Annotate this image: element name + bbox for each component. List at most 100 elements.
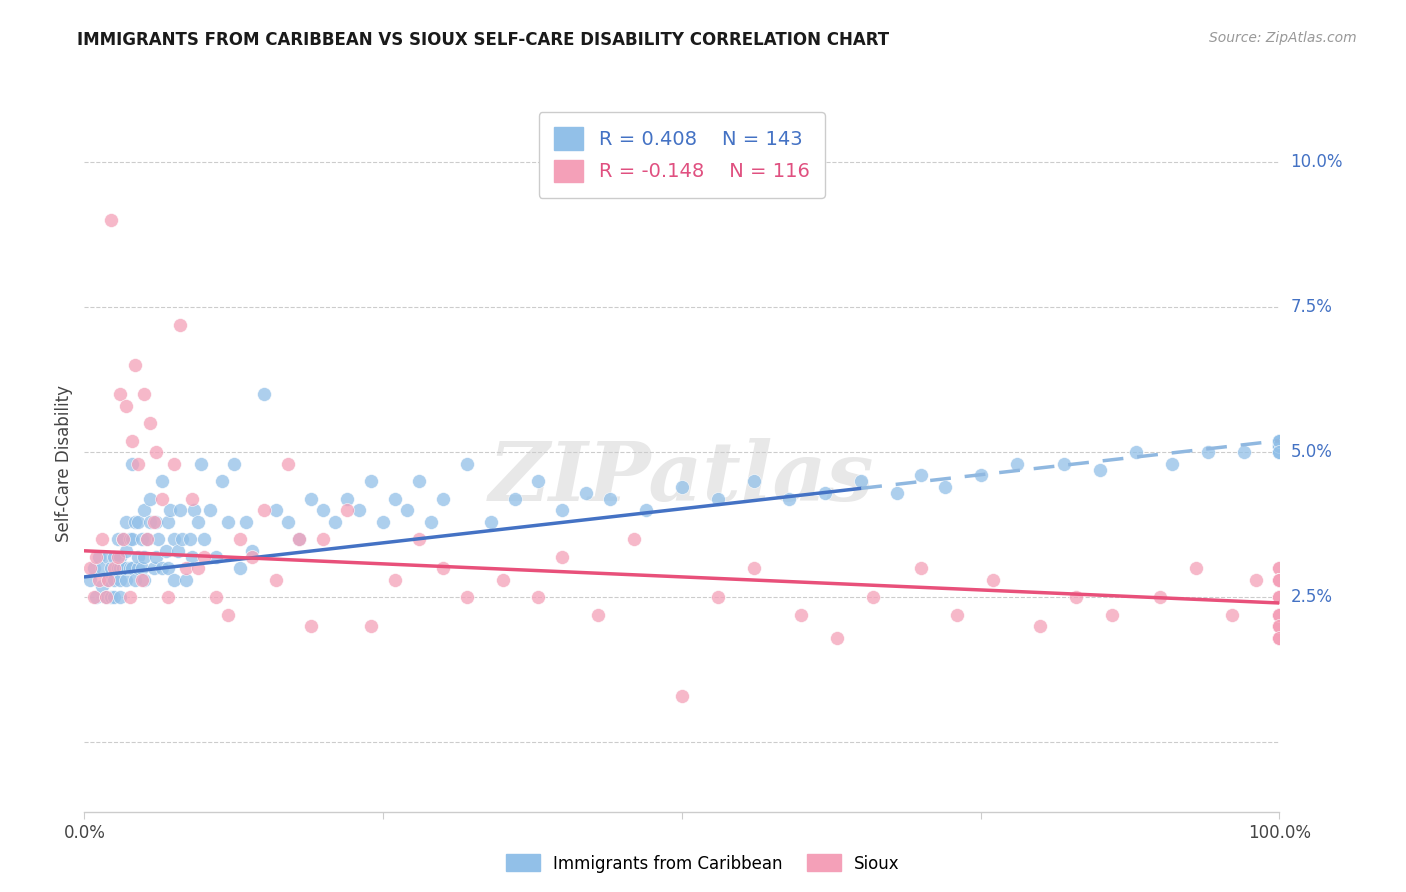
Point (118, 532, 141, 546)
Point (235, 515, 257, 529)
Point (157, 561, 180, 575)
Point (211, 475, 233, 489)
Point (1268, 631, 1291, 645)
Point (1268, 619, 1291, 633)
Point (110, 549, 132, 564)
Point (83, 591, 105, 605)
Point (671, 480, 693, 494)
Text: 2.5%: 2.5% (1291, 588, 1333, 607)
Point (187, 561, 209, 575)
Point (1268, 619, 1291, 633)
Point (139, 515, 162, 529)
Point (636, 503, 658, 517)
Point (373, 515, 395, 529)
Point (575, 485, 598, 500)
Point (503, 491, 526, 506)
Point (127, 457, 149, 471)
Point (97, 549, 120, 564)
Point (118, 591, 141, 605)
Point (253, 387, 276, 401)
Point (1268, 573, 1291, 587)
Point (981, 573, 1004, 587)
Point (1268, 631, 1291, 645)
Point (145, 515, 167, 529)
Point (599, 491, 621, 506)
Point (396, 503, 419, 517)
Point (1268, 631, 1291, 645)
Text: 10.0%: 10.0% (1291, 153, 1343, 171)
Point (1268, 440, 1291, 454)
Point (288, 532, 311, 546)
Point (1268, 561, 1291, 575)
Point (229, 561, 252, 575)
Point (132, 387, 156, 401)
Point (1268, 607, 1291, 622)
Point (110, 561, 132, 575)
Point (97, 573, 120, 587)
Point (277, 515, 299, 529)
Point (157, 591, 180, 605)
Point (492, 573, 515, 587)
Text: IMMIGRANTS FROM CARIBBEAN VS SIOUX SELF-CARE DISABILITY CORRELATION CHART: IMMIGRANTS FROM CARIBBEAN VS SIOUX SELF-… (77, 31, 890, 49)
Point (1268, 445, 1291, 459)
Point (742, 475, 765, 489)
Point (623, 532, 645, 546)
Point (159, 503, 181, 517)
Point (707, 491, 730, 506)
Point (127, 515, 149, 529)
Point (1268, 445, 1291, 459)
Point (181, 491, 204, 506)
Point (187, 515, 209, 529)
Point (110, 591, 132, 605)
Point (1268, 434, 1291, 448)
Point (384, 573, 406, 587)
Point (1268, 573, 1291, 587)
Point (1268, 591, 1291, 605)
Point (121, 561, 143, 575)
Point (851, 475, 873, 489)
Point (1268, 591, 1291, 605)
Point (288, 532, 311, 546)
Point (205, 591, 228, 605)
Point (301, 619, 323, 633)
Point (408, 532, 430, 546)
Point (1268, 591, 1291, 605)
Point (1268, 561, 1291, 575)
Point (127, 561, 149, 575)
Point (588, 607, 610, 622)
Point (1005, 457, 1028, 471)
Point (1268, 607, 1291, 622)
Point (1268, 573, 1291, 587)
Point (1244, 573, 1267, 587)
Point (1268, 607, 1291, 622)
Point (1268, 434, 1291, 448)
Point (527, 475, 550, 489)
Point (862, 591, 884, 605)
Point (100, 561, 122, 575)
Point (115, 573, 138, 587)
Point (360, 475, 382, 489)
Point (479, 515, 502, 529)
Point (312, 503, 335, 517)
Point (1268, 607, 1291, 622)
Point (910, 561, 932, 575)
Point (1149, 591, 1171, 605)
Point (135, 532, 157, 546)
Point (1268, 619, 1291, 633)
Point (107, 561, 129, 575)
Point (94, 591, 117, 605)
Point (155, 543, 177, 558)
Point (145, 549, 167, 564)
Point (827, 631, 849, 645)
Point (1268, 619, 1291, 633)
Point (1268, 607, 1291, 622)
Point (1268, 631, 1291, 645)
Point (456, 457, 478, 471)
Point (1268, 434, 1291, 448)
Point (157, 515, 180, 529)
Point (179, 532, 201, 546)
Point (193, 549, 215, 564)
Point (1268, 440, 1291, 454)
Point (1185, 561, 1208, 575)
Point (1268, 573, 1291, 587)
